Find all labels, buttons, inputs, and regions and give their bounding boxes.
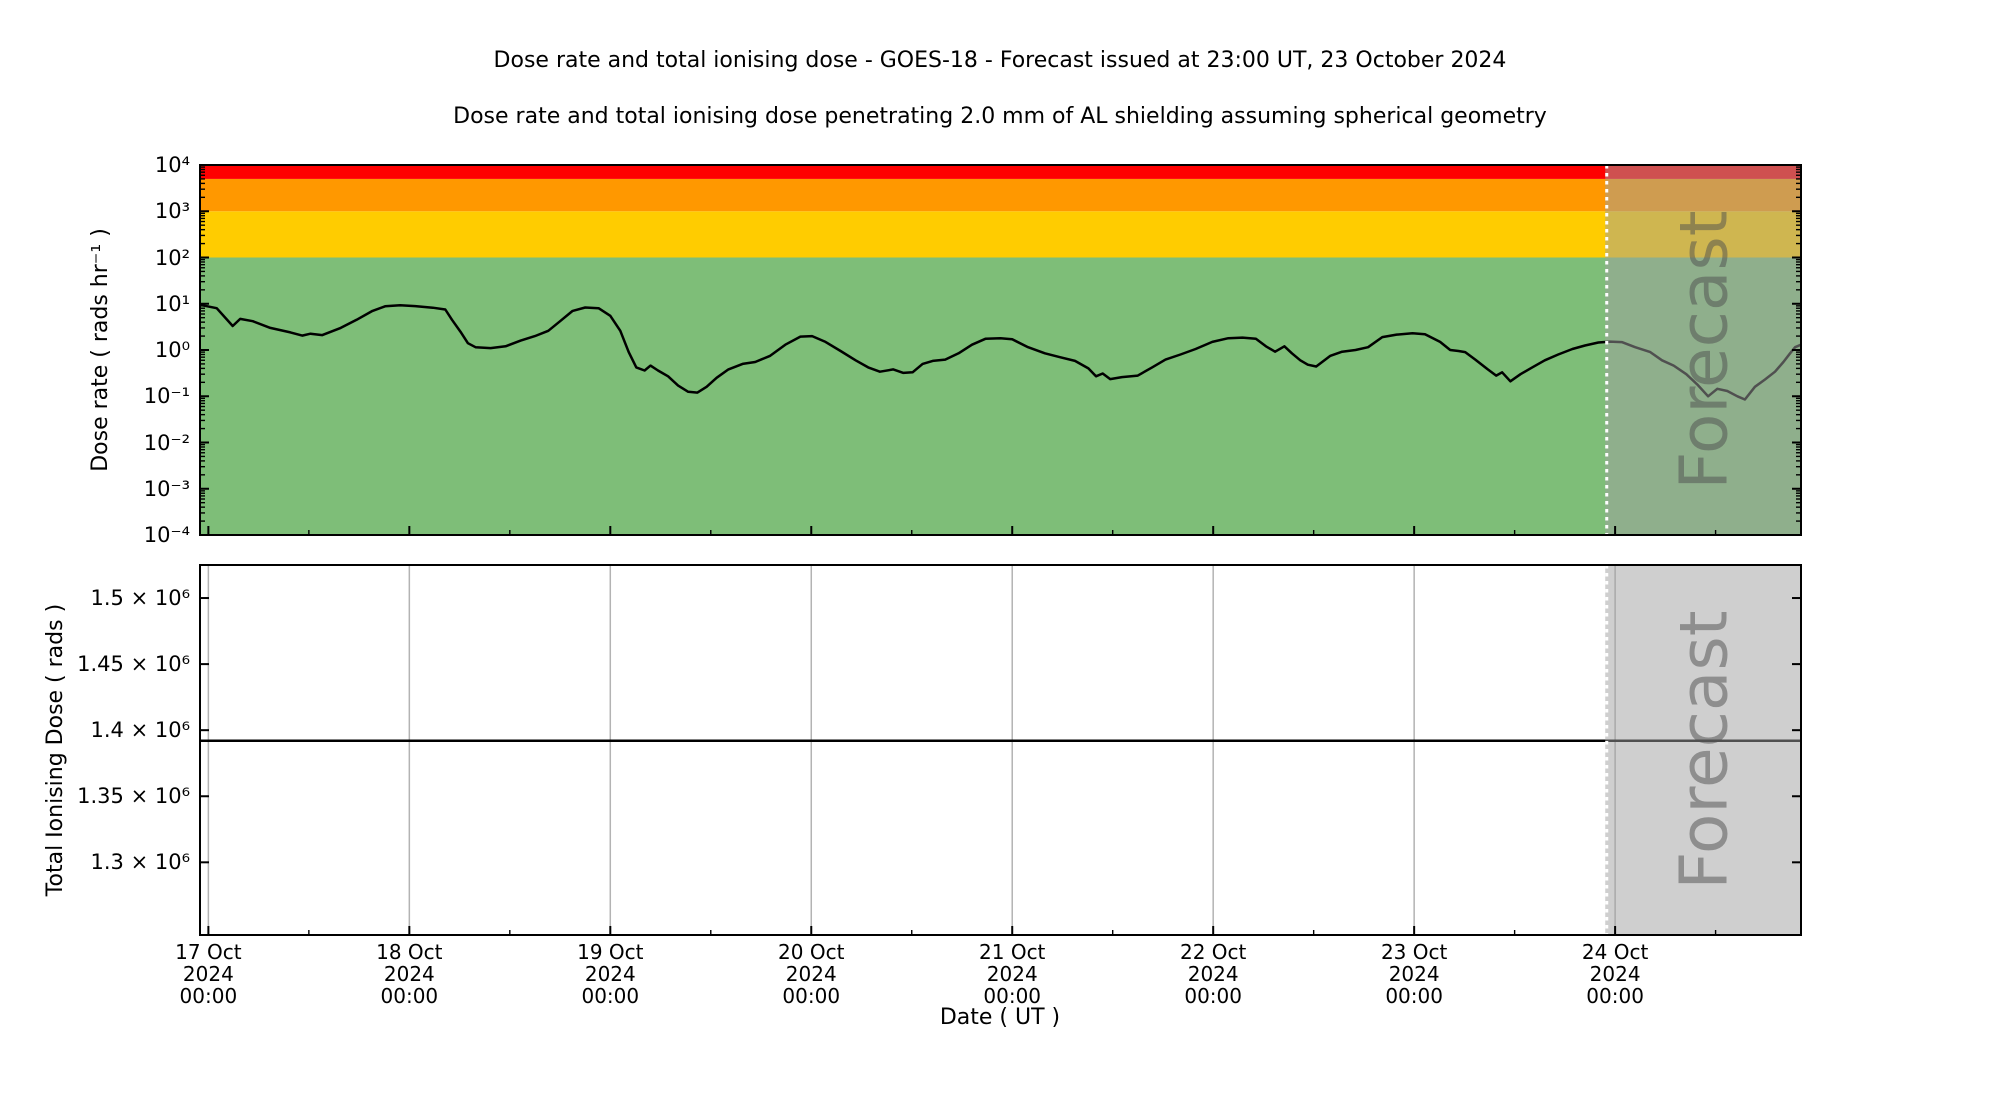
x-tick-year: 2024 xyxy=(1388,962,1440,986)
x-tick-time: 00:00 xyxy=(1184,984,1242,1008)
x-tick-year: 2024 xyxy=(1589,962,1641,986)
dose-rate-y-tick-label: 10⁻³ xyxy=(143,476,190,501)
x-tick-day: 19 Oct xyxy=(577,940,644,964)
x-tick-day: 18 Oct xyxy=(376,940,443,964)
green-band xyxy=(200,257,1801,535)
x-tick-year: 2024 xyxy=(182,962,234,986)
total-dose-y-tick-label: 1.45 × 10⁶ xyxy=(77,652,190,677)
x-tick-day: 17 Oct xyxy=(175,940,242,964)
total-dose-background xyxy=(200,565,1801,935)
total-dose-y-tick-label: 1.5 × 10⁶ xyxy=(90,586,190,611)
total-dose-y-tick-label: 1.35 × 10⁶ xyxy=(77,784,190,809)
x-tick-day: 20 Oct xyxy=(778,940,845,964)
total-dose-y-tick-label: 1.3 × 10⁶ xyxy=(90,850,190,875)
x-tick-day: 23 Oct xyxy=(1380,940,1448,964)
x-tick-year: 2024 xyxy=(1187,962,1239,986)
x-tick-time: 00:00 xyxy=(1586,984,1644,1008)
x-tick-year: 2024 xyxy=(785,962,837,986)
dose-rate-y-tick-label: 10¹ xyxy=(154,291,190,316)
x-tick-time: 00:00 xyxy=(380,984,439,1008)
dose-rate-y-tick-label: 10⁻⁴ xyxy=(143,523,190,547)
yellow-band xyxy=(200,211,1801,258)
x-tick-time: 00:00 xyxy=(983,984,1042,1008)
x-tick-day: 24 Oct xyxy=(1581,940,1649,964)
x-tick-year: 2024 xyxy=(584,962,636,986)
dose-rate-y-tick-label: 10³ xyxy=(154,199,190,224)
x-tick-day: 22 Oct xyxy=(1179,940,1247,964)
x-axis-label: Date ( UT ) xyxy=(939,1005,1061,1030)
x-tick-time: 00:00 xyxy=(581,984,640,1008)
total-dose-plot: Forecast xyxy=(199,564,1802,936)
total-dose-y-tick-label: 1.4 × 10⁶ xyxy=(90,718,190,743)
dose-rate-y-tick-label: 10⁻² xyxy=(143,430,190,455)
x-tick-year: 2024 xyxy=(383,962,435,986)
x-tick-year: 2024 xyxy=(986,962,1038,986)
x-tick-time: 00:00 xyxy=(1385,984,1443,1008)
forecast-overlay xyxy=(1605,565,1801,935)
x-tick-time: 00:00 xyxy=(179,984,238,1008)
dose-rate-y-tick-label: 10⁰ xyxy=(154,338,190,362)
dose-rate-y-tick-label: 10⁻¹ xyxy=(143,384,190,409)
chart-title: Dose rate and total ionising dose - GOES… xyxy=(493,48,1507,73)
chart-subtitle: Dose rate and total ionising dose penetr… xyxy=(453,104,1547,129)
forecast-watermark: Forecast xyxy=(1665,610,1742,889)
dose-rate-y-tick-label: 10² xyxy=(154,245,190,270)
orange-band xyxy=(200,178,1801,212)
forecast-overlay xyxy=(1605,165,1801,535)
forecast-watermark: Forecast xyxy=(1665,210,1742,489)
dose-rate-y-tick-label: 10⁴ xyxy=(154,153,190,177)
x-tick-time: 00:00 xyxy=(782,984,841,1008)
red-band xyxy=(200,165,1801,179)
dose-rate-plot: Forecast xyxy=(199,164,1802,536)
x-tick-day: 21 Oct xyxy=(979,940,1046,964)
dose-rate-data-line xyxy=(199,303,1802,401)
total-dose-frame xyxy=(199,564,1802,936)
